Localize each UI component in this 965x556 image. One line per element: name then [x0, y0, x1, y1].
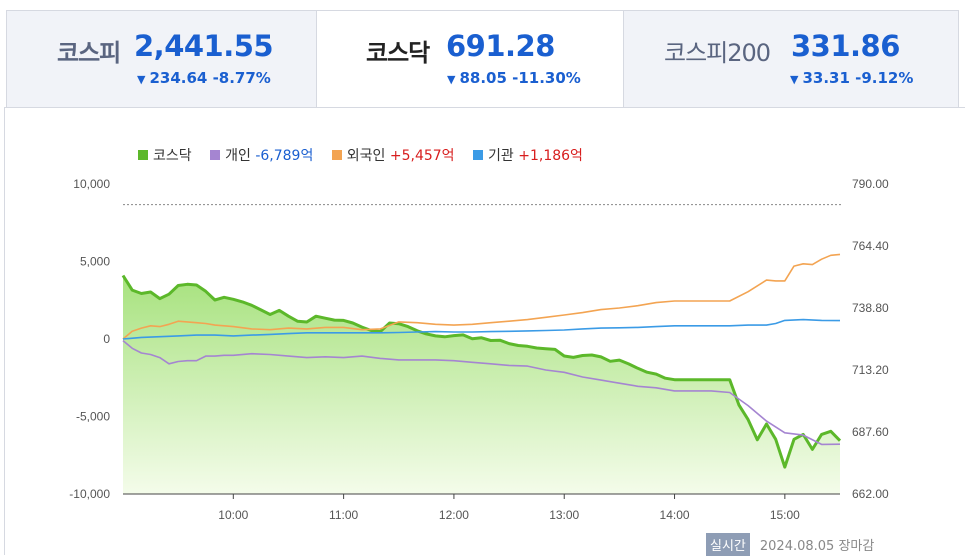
- tab-kospi200-change: ▼ 33.31 -9.12%: [790, 69, 913, 87]
- series-kosdaq-line: [121, 274, 842, 469]
- series-institution-line: [122, 318, 841, 340]
- left-axis-tick: -10,000: [69, 487, 110, 501]
- down-arrow-icon: ▼: [790, 73, 799, 86]
- x-axis-tick: 15:00: [770, 508, 800, 522]
- down-arrow-icon: ▼: [137, 73, 146, 86]
- tab-kospi-change: ▼ 234.64 -8.77%: [137, 69, 271, 87]
- right-axis-tick: 662.00: [852, 487, 889, 501]
- legend-kosdaq-swatch: [138, 150, 148, 160]
- left-axis-tick: 5,000: [80, 255, 110, 269]
- tab-kosdaq-value: 691.28: [446, 29, 555, 63]
- legend-institution[interactable]: 기관 +1,186억: [473, 145, 583, 165]
- tab-kospi200-change-text: 33.31 -9.12%: [802, 69, 914, 87]
- x-axis-tick: 14:00: [660, 508, 690, 522]
- legend-foreign[interactable]: 외국인 +5,457억: [331, 145, 455, 165]
- right-axis-tick: 687.60: [852, 425, 889, 439]
- x-axis-tick: 12:00: [439, 508, 469, 522]
- tab-kospi-name: 코스피: [57, 39, 121, 67]
- footer-status: 장마감: [838, 539, 875, 554]
- legend-individual-value: -6,789억: [255, 148, 314, 164]
- legend-individual-swatch: [210, 150, 221, 160]
- chart-legend: 코스닥 개인 -6,789억 외국인 +5,457억 기관 +1,186억: [138, 145, 597, 165]
- right-axis-tick: 738.80: [852, 301, 889, 315]
- left-axis-tick: 10,000: [73, 177, 110, 191]
- legend-institution-label: 기관: [488, 148, 514, 164]
- right-axis-tick: 790.00: [852, 177, 889, 191]
- tab-kosdaq-name: 코스닥: [366, 39, 430, 67]
- tab-kospi-value: 2,441.55: [134, 29, 274, 63]
- down-arrow-icon: ▼: [447, 73, 456, 86]
- legend-individual-label: 개인: [225, 148, 251, 164]
- series-individual-line: [122, 339, 841, 446]
- legend-institution-swatch: [473, 150, 484, 160]
- legend-individual[interactable]: 개인 -6,789억: [210, 145, 313, 165]
- right-axis-tick: 713.20: [852, 363, 889, 377]
- legend-kosdaq-label: 코스닥: [153, 148, 192, 164]
- tab-kosdaq[interactable]: 코스닥 691.28 ▼ 88.05 -11.30%: [316, 10, 624, 108]
- legend-foreign-swatch: [331, 150, 342, 160]
- series-kosdaq-area: [123, 275, 840, 494]
- tab-kospi200-value: 331.86: [791, 29, 900, 63]
- chart-panel: [4, 107, 965, 555]
- x-axis-tick: 13:00: [549, 508, 579, 522]
- tab-kospi200[interactable]: 코스피200 331.86 ▼ 33.31 -9.12%: [623, 10, 959, 108]
- legend-kosdaq[interactable]: 코스닥: [138, 145, 192, 165]
- series-foreign-line: [122, 253, 841, 340]
- x-axis-tick: 10:00: [218, 508, 248, 522]
- legend-institution-value: +1,186억: [518, 148, 583, 164]
- x-axis-tick: 11:00: [329, 508, 358, 522]
- left-axis-tick: -5,000: [76, 410, 110, 424]
- right-axis-tick: 764.40: [852, 239, 889, 253]
- tab-kospi[interactable]: 코스피 2,441.55 ▼ 234.64 -8.77%: [6, 10, 317, 108]
- realtime-badge[interactable]: 실시간: [706, 533, 750, 556]
- legend-foreign-label: 외국인: [346, 148, 386, 164]
- tab-kospi200-name: 코스피200: [664, 39, 771, 67]
- footer-date: 2024.08.05: [759, 539, 835, 554]
- tab-kospi-change-text: 234.64 -8.77%: [149, 69, 271, 87]
- index-tabs: 코스피 2,441.55 ▼ 234.64 -8.77% 코스닥 691.28 ▼…: [0, 0, 965, 108]
- chart-footer: 실시간 2024.08.05 장마감: [706, 533, 875, 556]
- left-axis-tick: 0: [103, 332, 110, 346]
- tab-kosdaq-change-text: 88.05 -11.30%: [459, 69, 581, 87]
- legend-foreign-value: +5,457억: [389, 148, 455, 164]
- tab-kosdaq-change: ▼ 88.05 -11.30%: [447, 69, 581, 87]
